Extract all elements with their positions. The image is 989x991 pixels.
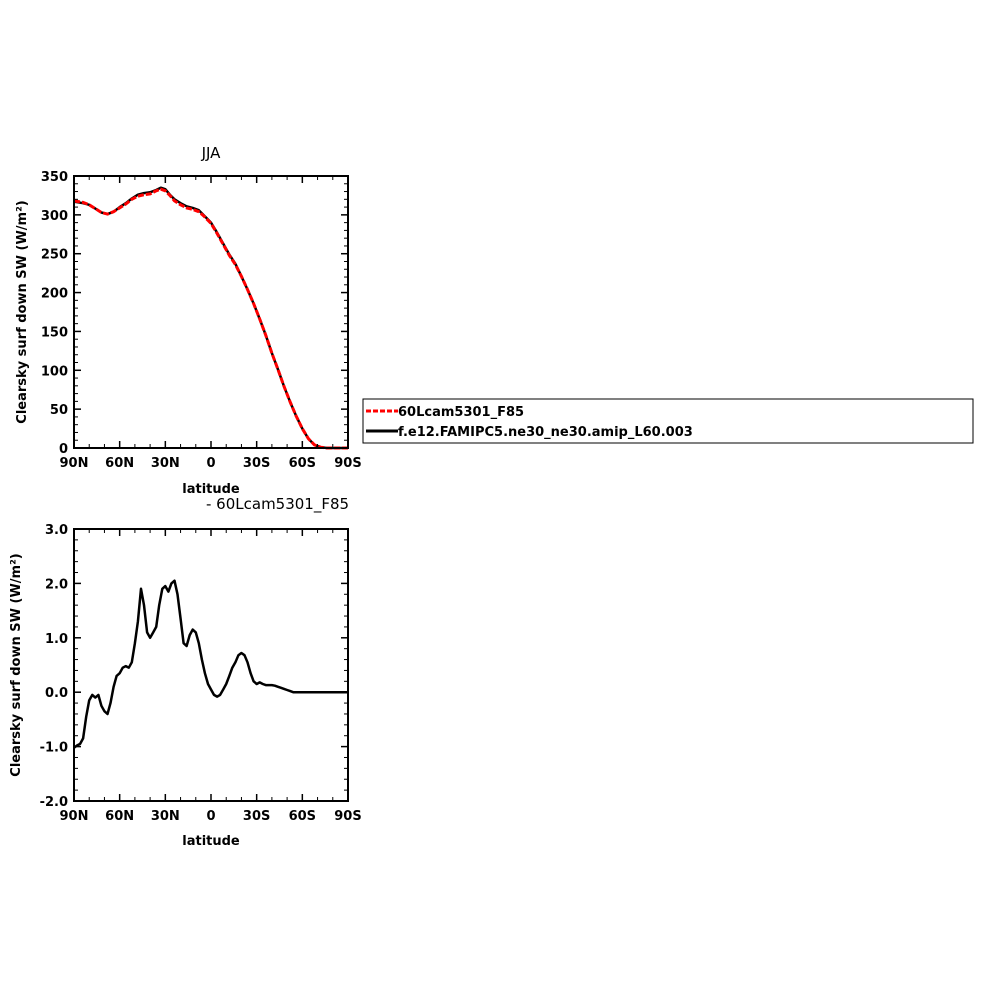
- series-line: [73, 187, 348, 450]
- y-tick-label: 350: [41, 170, 68, 185]
- x-tick-label: 90S: [334, 456, 361, 471]
- x-tick-label: 0: [206, 809, 215, 824]
- y-tick-label: -1.0: [40, 741, 68, 756]
- series-line: [73, 579, 348, 749]
- y-tick-label: 0: [59, 442, 68, 457]
- bottom-panel: - 60Lcam5301_F85 90N 60N 30N 0 30S 60S 90S -2.0…: [9, 495, 362, 849]
- x-tick-label: 90N: [60, 456, 89, 471]
- y-tick-label: 150: [41, 325, 68, 340]
- bottom-x-axis-label: latitude: [182, 834, 240, 849]
- y-tick-label: 300: [41, 209, 68, 224]
- top-panel: JJA 90N 60N 30N 0 30S 60S 90S 0 50 100 150 200 250 30…: [15, 144, 362, 497]
- x-tick-label: 30N: [151, 809, 180, 824]
- x-tick-label: 0: [206, 456, 215, 471]
- top-series-group: [73, 186, 348, 450]
- y-tick-label: 50: [50, 403, 68, 418]
- y-tick-label: 250: [41, 248, 68, 263]
- x-tick-label: 90S: [334, 809, 361, 824]
- x-tick-label: 60S: [289, 456, 316, 471]
- y-tick-label: 2.0: [45, 577, 68, 592]
- x-tick-label: 60S: [289, 809, 316, 824]
- legend-entry-1: 60Lcam5301_F85: [398, 405, 524, 420]
- bottom-plot-frame: [73, 528, 349, 802]
- x-tick-label: 60N: [105, 809, 134, 824]
- x-tick-label: 90N: [60, 809, 89, 824]
- bottom-y-axis-label: Clearsky surf down SW (W/m²): [9, 553, 24, 776]
- x-tick-label: 30N: [151, 456, 180, 471]
- y-tick-label: -2.0: [40, 795, 68, 810]
- series-line: [73, 186, 348, 450]
- y-tick-label: 1.0: [45, 632, 68, 647]
- x-tick-label: 60N: [105, 456, 134, 471]
- x-tick-label: 30S: [243, 809, 270, 824]
- y-tick-label: 0.0: [45, 686, 68, 701]
- bottom-chart-title: - 60Lcam5301_F85: [206, 495, 349, 514]
- y-tick-label: 100: [41, 364, 68, 379]
- legend-entry-2: f.e12.FAMIPC5.ne30_ne30.amip_L60.003: [398, 425, 693, 440]
- legend: 60Lcam5301_F85 f.e12.FAMIPC5.ne30_ne30.a…: [362, 398, 974, 444]
- top-y-axis-label: Clearsky surf down SW (W/m²): [15, 200, 30, 423]
- top-plot-frame: [73, 175, 349, 449]
- top-chart-title: JJA: [201, 144, 222, 162]
- x-tick-label: 30S: [243, 456, 270, 471]
- y-tick-label: 200: [41, 287, 68, 302]
- top-x-axis-label: latitude: [182, 482, 240, 497]
- legend-box: [362, 398, 974, 444]
- y-tick-label: 3.0: [45, 523, 68, 538]
- bottom-axes: 90N 60N 30N 0 30S 60S 90S -2.0 -1.0 0.0 1.0 2.0 3.0: [40, 523, 362, 824]
- bottom-series-group: [73, 579, 348, 749]
